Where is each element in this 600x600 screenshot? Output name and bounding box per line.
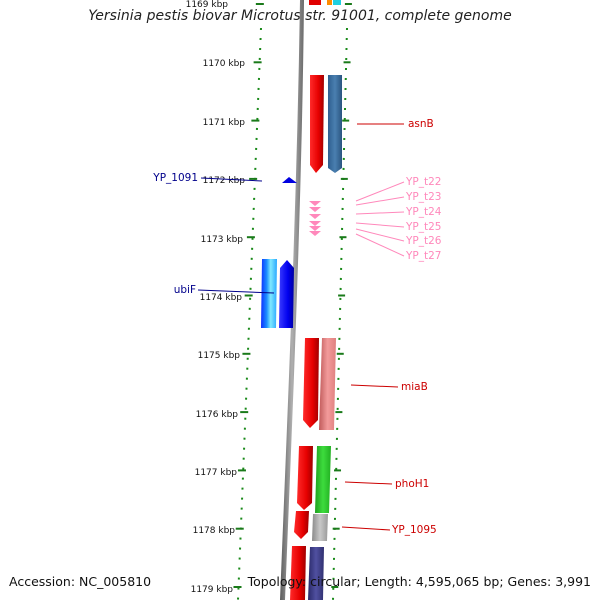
kbp-label-1176: 1176 kbp	[196, 410, 239, 420]
gene-label-yp-t22[interactable]: YP_t22	[405, 176, 441, 188]
gene-label-yp-t24[interactable]: YP_t24	[405, 206, 442, 218]
gene-label-ubif[interactable]: ubiF	[174, 284, 196, 296]
gene-arrow-red-miab[interactable]	[303, 338, 319, 428]
kbp-label-1175: 1175 kbp	[198, 351, 241, 361]
leader-ubif	[197, 289, 275, 294]
gene-fragment-orange-top[interactable]	[327, 0, 332, 5]
gene-arrow-red-bottom[interactable]	[290, 546, 306, 600]
accession-text: Accession: NC_005810	[9, 574, 152, 589]
left-guide-dots	[237, 27, 262, 600]
leader-miab	[350, 384, 399, 388]
gene-label-yp-t25[interactable]: YP_t25	[405, 221, 441, 233]
gene-arrow-navy-bottom[interactable]	[308, 547, 324, 600]
trna-cluster[interactable]	[309, 201, 321, 236]
gene-label-yp-t27[interactable]: YP_t27	[405, 250, 441, 262]
gene-arrow-red-phoh1[interactable]	[297, 446, 313, 510]
gene-label-asnb[interactable]: asnB	[408, 118, 434, 130]
gene-label-yp-1091[interactable]: YP_1091	[152, 172, 198, 184]
kbp-label-1178: 1178 kbp	[193, 526, 236, 536]
gene-label-miab[interactable]: miaB	[401, 381, 428, 393]
gene-label-yp-t23[interactable]: YP_t23	[405, 191, 441, 203]
ruler-labels: 1169 kbp 1170 kbp 1171 kbp 1172 kbp 1173…	[186, 0, 246, 595]
leader-yp-1095	[341, 526, 391, 531]
gene-fragment-red-top[interactable]	[309, 0, 321, 5]
kbp-label-1172: 1172 kbp	[203, 176, 246, 186]
gene-arrow-pink-miab[interactable]	[319, 338, 336, 430]
gene-arrow-steel-asnb[interactable]	[328, 75, 342, 173]
gene-arrow-red-asnb[interactable]	[310, 75, 324, 173]
gene-fragment-cyan-top[interactable]	[333, 0, 341, 5]
leader-trna	[355, 181, 405, 257]
topology-summary: Topology: circular; Length: 4,595,065 bp…	[247, 574, 591, 589]
kbp-label-1169: 1169 kbp	[186, 0, 229, 10]
gene-arrow-yp-1091[interactable]	[282, 177, 297, 183]
gene-arrow-red-yp-1095[interactable]	[294, 511, 309, 539]
gene-arrow-gray-yp-1095[interactable]	[312, 514, 328, 541]
gene-arrow-green-phoh1[interactable]	[315, 446, 331, 513]
kbp-label-1171: 1171 kbp	[203, 118, 246, 128]
gene-arrow-ubif-inner[interactable]	[279, 260, 294, 328]
kbp-label-1174: 1174 kbp	[200, 293, 243, 303]
gene-label-yp-1095[interactable]: YP_1095	[391, 524, 437, 536]
leader-phoh1	[344, 481, 393, 485]
leader-yp-1091	[200, 177, 263, 182]
gene-label-yp-t26[interactable]: YP_t26	[405, 235, 442, 247]
kbp-label-1179: 1179 kbp	[191, 585, 234, 595]
gene-label-phoh1[interactable]: phoH1	[395, 478, 429, 490]
gene-arrow-ubif-outer[interactable]	[261, 259, 277, 328]
kbp-label-1173: 1173 kbp	[201, 235, 244, 245]
kbp-label-1177: 1177 kbp	[195, 468, 238, 478]
ruler-ticks	[233, 3, 352, 588]
kbp-label-1170: 1170 kbp	[203, 59, 246, 69]
